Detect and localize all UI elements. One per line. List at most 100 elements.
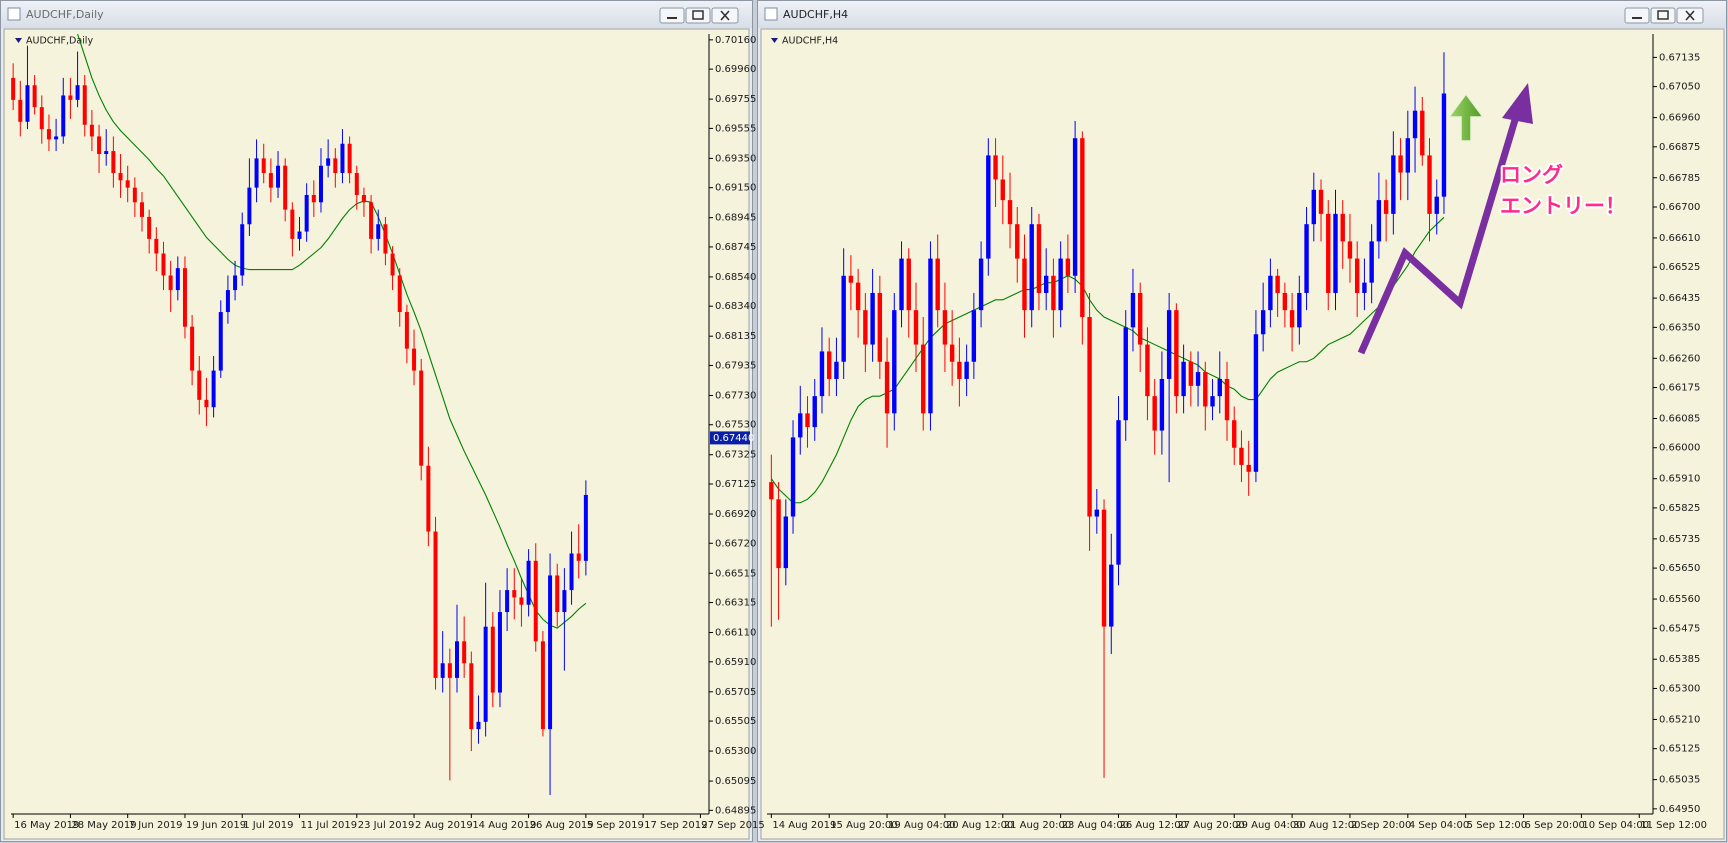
candle [834,337,839,397]
candle [412,329,417,386]
candle-body [1420,110,1425,156]
x-tick-label: 28 May 2019 [71,820,136,831]
x-tick-label: 23 Aug 04:00 [1062,820,1129,831]
y-tick-label: 0.67135 [1659,52,1700,63]
candle [1159,351,1165,455]
candle-body [1094,509,1100,517]
candle-body [1246,464,1251,472]
candle [326,139,331,178]
candle [311,180,316,217]
y-tick-label: 0.67935 [715,360,756,371]
window-buttons [659,7,739,24]
candle [1326,200,1331,311]
candle [971,292,977,379]
candle [993,138,998,207]
candle [935,234,940,328]
candle [1376,172,1382,259]
chart-area [3,28,750,840]
candle-body [326,158,331,166]
candle [39,95,44,144]
candle-body [1072,138,1078,276]
y-tick-label: 0.67325 [715,450,756,461]
x-tick-label: 27 Sep 2015 [701,820,764,831]
candle [1195,351,1201,407]
candle-body [18,99,23,122]
candle-body [440,663,445,678]
candle-body [197,370,202,400]
candle-body [426,465,431,532]
candle [426,446,431,547]
candle-body [583,494,588,561]
candle-body [1405,138,1411,173]
y-tick-label: 0.65705 [715,687,756,698]
candle [1253,310,1259,483]
y-tick-label: 0.64895 [715,805,756,816]
candle-body [118,173,123,181]
x-tick-label: 11 Jul 2019 [301,820,358,831]
candle [25,45,30,130]
candle [369,194,374,254]
candle-body [540,641,545,730]
minimize-button[interactable] [659,7,685,24]
x-tick-label: 4 Sep 04:00 [1409,820,1469,831]
close-glyph [1685,10,1695,21]
candle [790,420,796,534]
candle [576,524,581,579]
y-tick-label: 0.66700 [1659,202,1700,213]
candle-body [1376,200,1382,242]
candle-body [390,253,395,276]
candle-body [1166,310,1172,379]
candle [1275,268,1280,318]
candle [161,241,166,291]
candle-body [776,499,781,569]
candle [1268,258,1273,328]
candle-body [1152,396,1157,431]
title-bar [758,1,1726,28]
y-tick-label: 0.68540 [715,272,756,283]
candle-body [369,202,374,239]
candle [140,192,145,232]
candle [175,256,180,301]
candle [1015,206,1020,283]
candle-body [884,361,890,414]
candle-body [986,155,991,259]
candle-body [433,531,438,678]
candle-body [1029,224,1034,311]
y-tick-label: 0.69960 [715,64,756,75]
candle [476,695,481,744]
candle-body [290,209,295,239]
x-tick-label: 30 Aug 12:00 [1293,820,1360,831]
window-icon [764,7,778,21]
candle [283,158,288,222]
candle-body [834,361,839,379]
candle-body [462,641,467,664]
candle [776,482,781,620]
candle [819,327,825,414]
candle-body [1043,275,1049,293]
candle [318,148,323,213]
candle-body [1354,258,1360,293]
chart-menu-arrow[interactable] [15,38,22,43]
candle [978,241,984,328]
candle-body [1224,378,1230,421]
candle [18,80,23,137]
y-tick-label: 0.66720 [715,538,756,549]
x-tick-label: 23 Jul 2019 [358,820,415,831]
x-tick-label: 17 Sep 2019 [644,820,707,831]
candle-body [490,626,495,693]
y-tick-label: 0.66610 [1659,233,1700,244]
chart-layer: 0.70160 0.69960 0.69755 0.69555 0.69350 0.691… [11,33,1707,831]
restore-button[interactable] [1650,7,1676,24]
zigzag-arrow-head [1502,83,1533,124]
restore-button[interactable] [685,7,711,24]
candle-body [354,173,359,195]
chart-menu-arrow[interactable] [771,38,778,43]
candle [233,260,238,301]
candle-body [993,155,998,180]
candle [75,51,80,108]
minimize-button[interactable] [1624,7,1650,24]
candle-body [1145,344,1150,397]
x-tick-label: 6 Sep 20:00 [1525,820,1585,831]
price-chart: 0.70160 0.69960 0.69755 0.69555 0.69350 0.691… [11,33,765,831]
